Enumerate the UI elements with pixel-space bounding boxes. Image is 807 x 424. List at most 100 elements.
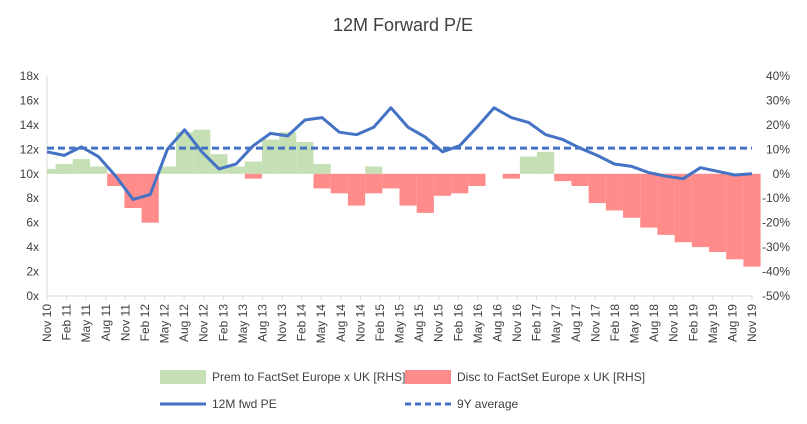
x-tick-label: Feb 12: [138, 304, 152, 342]
y-right-tick-label: -50%: [762, 289, 790, 303]
y-axis-right: -50% -40% -30% -20% -10% 0% 10% 20% 30% 40%: [762, 69, 790, 303]
legend-label-premium: Prem to FactSet Europe x UK [RHS]: [212, 370, 405, 384]
y-right-tick-label: -10%: [762, 191, 790, 205]
discount-bar: [348, 174, 365, 206]
discount-bar: [571, 174, 588, 186]
premium-bar: [537, 152, 554, 174]
y-left-tick-label: 2x: [26, 265, 39, 279]
chart-title: 12M Forward P/E: [333, 15, 473, 35]
y-left-tick-label: 4x: [26, 240, 39, 254]
discount-bar: [434, 174, 451, 196]
x-tick-label: May 13: [236, 304, 250, 344]
premium-bar: [314, 164, 331, 174]
y-right-tick-label: 10%: [766, 142, 790, 156]
x-tick-label: Aug 14: [334, 304, 348, 342]
y-left-tick-label: 0x: [26, 289, 39, 303]
discount-bar: [331, 174, 348, 194]
x-tick-label: Feb 16: [451, 304, 465, 342]
x-tick-label: Nov 11: [118, 304, 132, 341]
discount-bar: [503, 174, 520, 179]
plot-area: [47, 76, 761, 296]
x-tick-label: Feb 19: [686, 304, 700, 342]
discount-bar: [675, 174, 692, 242]
discount-bar: [589, 174, 606, 203]
premium-bar: [262, 140, 279, 174]
discount-bar: [451, 174, 468, 194]
x-tick-label: Feb 18: [608, 304, 622, 342]
y-right-tick-label: -30%: [762, 240, 790, 254]
legend: Prem to FactSet Europe x UK [RHS] Disc t…: [160, 370, 645, 411]
discount-bar: [245, 174, 262, 179]
x-tick-label: Aug 19: [725, 304, 739, 342]
y-left-tick-label: 14x: [20, 118, 39, 132]
x-tick-label: Feb 11: [60, 304, 74, 341]
premium-bar: [279, 132, 296, 174]
x-tick-label: Nov 18: [667, 304, 681, 342]
discount-bar: [726, 174, 743, 260]
y-left-tick-label: 8x: [26, 191, 39, 205]
x-tick-label: May 16: [471, 304, 485, 344]
y-right-tick-label: 30%: [766, 93, 790, 107]
x-tick-label: Aug 15: [412, 304, 426, 342]
x-tick-label: Aug 18: [647, 304, 661, 342]
y-right-tick-label: -40%: [762, 265, 790, 279]
discount-bar: [657, 174, 674, 235]
y-left-tick-label: 6x: [26, 216, 39, 230]
x-tick-label: Nov 17: [588, 304, 602, 342]
x-tick-label: Feb 15: [373, 304, 387, 342]
premium-bar: [73, 159, 90, 174]
discount-bar: [365, 174, 382, 194]
y-right-tick-label: -20%: [762, 216, 790, 230]
x-tick-label: Feb 17: [530, 304, 544, 342]
discount-bar: [623, 174, 640, 218]
x-tick-label: Nov 10: [40, 304, 54, 342]
discount-bar: [400, 174, 417, 206]
x-tick-label: Nov 13: [275, 304, 289, 342]
x-tick-label: May 19: [706, 304, 720, 344]
x-tick-label: May 11: [79, 304, 93, 343]
x-tick-label: May 14: [314, 304, 328, 344]
discount-bar: [468, 174, 485, 186]
chart-canvas: 12M Forward P/E 0x2x4x6x8x10x12x14x16x18…: [0, 0, 807, 424]
y-right-tick-label: 20%: [766, 118, 790, 132]
legend-swatch-premium: [160, 370, 206, 384]
discount-bar: [554, 174, 571, 181]
legend-swatch-discount: [405, 370, 451, 384]
x-tick-label: May 18: [628, 304, 642, 344]
x-tick-label: Aug 16: [490, 304, 504, 342]
discount-bar: [314, 174, 331, 189]
x-tick-label: Nov 12: [197, 304, 211, 342]
y-left-tick-label: 12x: [20, 142, 39, 156]
legend-label-discount: Disc to FactSet Europe x UK [RHS]: [457, 370, 645, 384]
premium-bar: [56, 164, 73, 174]
legend-label-average: 9Y average: [457, 397, 518, 411]
x-tick-label: Aug 11: [99, 304, 113, 341]
x-tick-label: Aug 17: [569, 304, 583, 342]
x-tick-label: Nov 19: [745, 304, 759, 342]
x-tick-label: Feb 14: [295, 304, 309, 342]
x-tick-label: Nov 15: [432, 304, 446, 342]
x-tick-label: May 17: [549, 304, 563, 344]
x-tick-label: Aug 13: [255, 304, 269, 342]
discount-bar: [743, 174, 760, 267]
x-tick-label: Aug 12: [177, 304, 191, 342]
premium-bar: [90, 166, 107, 173]
y-right-tick-label: 0%: [773, 167, 791, 181]
discount-bar: [709, 174, 726, 252]
y-left-tick-label: 16x: [20, 93, 39, 107]
y-axis-left: 0x 2x 4x 6x 8x 10x 12x 14x 16x 18x: [20, 69, 39, 303]
discount-bar: [692, 174, 709, 247]
premium-bar: [365, 166, 382, 173]
y-left-tick-label: 10x: [20, 167, 39, 181]
x-tick-label: May 12: [158, 304, 172, 344]
x-tick-label: Nov 14: [353, 304, 367, 342]
premium-bar: [245, 162, 262, 174]
discount-bar: [606, 174, 623, 211]
x-tick-label: May 15: [393, 304, 407, 344]
discount-bar: [382, 174, 399, 189]
legend-label-pe: 12M fwd PE: [212, 397, 277, 411]
discount-bar: [417, 174, 434, 213]
x-axis: Nov 10 Feb 11 May 11 Aug 11 Nov 11 Feb 12 May …: [40, 296, 759, 343]
premium-bar: [228, 166, 245, 173]
premium-bar: [520, 157, 537, 174]
